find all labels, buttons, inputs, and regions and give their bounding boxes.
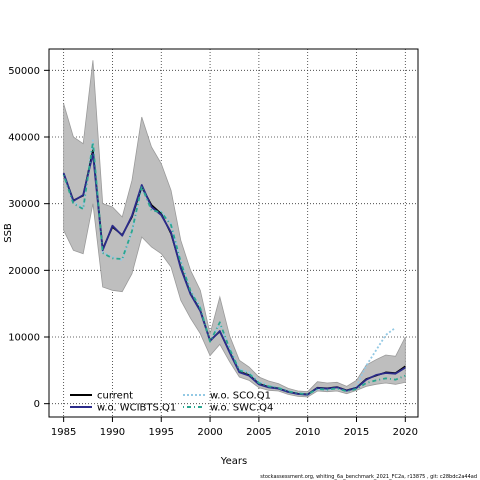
y-tick-label: 0 [34,399,40,410]
footer-text: stockassessment.org, whiting_6a_benchmar… [260,474,477,480]
x-tick-label: 2015 [344,427,369,438]
plot-frame [48,48,419,418]
x-axis-title: Years [220,456,247,467]
y-tick-label: 20000 [8,266,40,277]
x-tick-label: 2000 [197,427,222,438]
x-tick-label: 1995 [149,427,174,438]
y-axis-title: SSB [3,223,14,243]
x-tick-label: 1985 [51,427,76,438]
x-tick-label: 2010 [295,427,320,438]
confidence-band-layer [63,60,406,398]
y-tick-label: 40000 [8,133,40,144]
legend-label: current [97,391,133,402]
y-axis: 0 10000 20000 30000 40000 50000 [8,66,49,410]
confidence-band [63,60,406,398]
x-tick-label: 2005 [246,427,271,438]
legend-label: w.o. WCIBTS.Q1 [97,403,176,414]
legend-label: w.o. SWC.Q4 [210,403,273,414]
x-tick-label: 1990 [100,427,125,438]
x-axis: 1985 1990 1995 2000 2005 2010 2015 2020 [51,417,418,438]
y-tick-label: 50000 [8,66,40,77]
y-tick-label: 30000 [8,199,40,210]
y-tick-label: 10000 [8,333,40,344]
legend-label: w.o. SCO.Q1 [210,391,271,402]
series-layer [62,139,406,396]
x-tick-label: 2020 [393,427,418,438]
